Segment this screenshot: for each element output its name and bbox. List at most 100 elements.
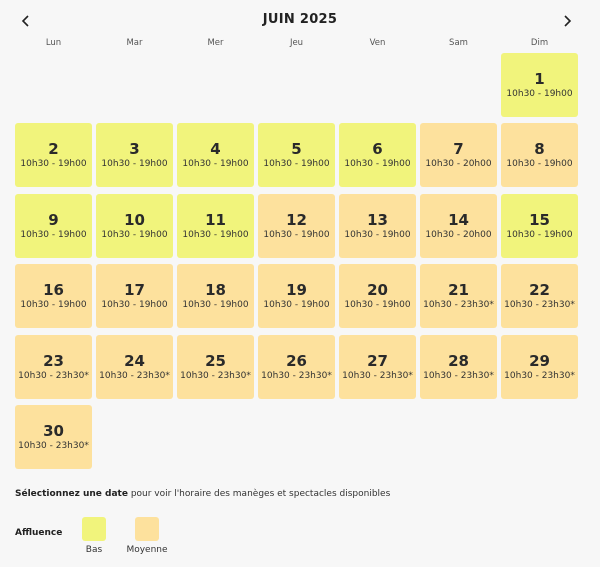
opening-hours: 10h30 - 23h30* <box>180 370 251 381</box>
weekday-label: Dim <box>530 38 549 48</box>
opening-hours: 10h30 - 19h00 <box>506 89 573 99</box>
day-number: 2 <box>48 140 59 159</box>
legend-label-medium: Moyenne <box>126 545 168 555</box>
weekday-label: Mer <box>207 38 224 48</box>
opening-hours: 10h30 - 19h00 <box>20 300 87 311</box>
day-number: 7 <box>453 140 464 159</box>
day-number: 21 <box>448 281 469 300</box>
weekday-label: Lun <box>45 38 62 48</box>
opening-hours: 10h30 - 23h30* <box>504 370 575 381</box>
day-number: 14 <box>448 210 469 229</box>
day-cell[interactable]: 30 10h30 - 23h30* <box>15 405 92 469</box>
day-number: 3 <box>129 140 140 159</box>
day-cell[interactable]: 24 10h30 - 23h30* <box>96 334 173 399</box>
opening-hours: 10h30 - 23h30* <box>423 370 494 381</box>
day-number: 15 <box>529 210 550 229</box>
opening-hours: 10h30 - 23h30* <box>261 370 332 381</box>
day-number: 30 <box>43 422 64 440</box>
opening-hours: 10h30 - 23h30* <box>99 370 170 381</box>
day-cell[interactable]: 17 10h30 - 19h00 <box>96 264 173 329</box>
chevron-left-icon <box>21 15 29 27</box>
day-number: 6 <box>372 140 383 159</box>
opening-hours: 10h30 - 19h00 <box>344 300 411 311</box>
opening-hours: 10h30 - 23h30* <box>18 370 89 381</box>
day-cell[interactable]: 15 10h30 - 19h00 <box>501 193 578 258</box>
day-number: 12 <box>286 210 307 229</box>
day-number: 5 <box>291 140 302 159</box>
day-number: 17 <box>124 281 145 300</box>
opening-hours: 10h30 - 19h00 <box>20 229 87 240</box>
day-cell[interactable]: 22 10h30 - 23h30* <box>501 264 578 329</box>
legend-title: Affluence <box>15 528 63 538</box>
day-number: 18 <box>205 281 226 300</box>
opening-hours: 10h30 - 23h30* <box>18 441 89 451</box>
day-number: 28 <box>448 351 469 370</box>
day-number: 20 <box>367 281 388 300</box>
opening-hours: 10h30 - 19h00 <box>182 159 249 170</box>
opening-hours: 10h30 - 20h00 <box>425 159 492 170</box>
day-number: 8 <box>534 140 545 159</box>
day-cell[interactable]: 19 10h30 - 19h00 <box>258 264 335 329</box>
instruction-bold: Sélectionnez une date <box>15 489 128 499</box>
day-number: 19 <box>286 281 307 300</box>
day-cell[interactable]: 16 10h30 - 19h00 <box>15 264 92 329</box>
day-cell[interactable]: 3 10h30 - 19h00 <box>96 123 173 188</box>
day-cell[interactable]: 6 10h30 - 19h00 <box>339 123 416 188</box>
opening-hours: 10h30 - 19h00 <box>101 229 168 240</box>
opening-hours: 10h30 - 23h30* <box>423 300 494 311</box>
day-cell[interactable]: 21 10h30 - 23h30* <box>420 264 497 329</box>
day-cell[interactable]: 12 10h30 - 19h00 <box>258 193 335 258</box>
day-number: 10 <box>124 210 145 229</box>
day-cell[interactable]: 5 10h30 - 19h00 <box>258 123 335 188</box>
day-number: 16 <box>43 281 64 300</box>
day-cell[interactable]: 29 10h30 - 23h30* <box>501 334 578 399</box>
day-cell[interactable]: 8 10h30 - 19h00 <box>501 123 578 188</box>
legend-swatch-medium <box>135 517 159 541</box>
day-number: 22 <box>529 281 550 300</box>
day-cell[interactable]: 1 10h30 - 19h00 <box>501 53 578 117</box>
opening-hours: 10h30 - 23h30* <box>504 300 575 311</box>
day-number: 27 <box>367 351 388 370</box>
legend-swatch-low <box>82 517 106 541</box>
legend-label-low: Bas <box>85 545 103 555</box>
opening-hours: 10h30 - 19h00 <box>263 159 330 170</box>
opening-hours: 10h30 - 19h00 <box>263 300 330 311</box>
day-cell[interactable]: 14 10h30 - 20h00 <box>420 193 497 258</box>
calendar-header: JUIN 2025 <box>0 10 600 32</box>
weekday-label: Jeu <box>289 38 304 48</box>
weekday-label: Mar <box>126 38 143 48</box>
day-cell[interactable]: 18 10h30 - 19h00 <box>177 264 254 329</box>
opening-hours: 10h30 - 19h00 <box>506 159 573 170</box>
month-title: JUIN 2025 <box>262 12 338 27</box>
weekday-label: Sam <box>449 38 468 48</box>
day-cell[interactable]: 13 10h30 - 19h00 <box>339 193 416 258</box>
day-cell[interactable]: 10 10h30 - 19h00 <box>96 193 173 258</box>
day-cell[interactable]: 7 10h30 - 20h00 <box>420 123 497 188</box>
day-cell[interactable]: 26 10h30 - 23h30* <box>258 334 335 399</box>
opening-hours: 10h30 - 20h00 <box>425 229 492 240</box>
day-cell[interactable]: 28 10h30 - 23h30* <box>420 334 497 399</box>
previous-month-button[interactable] <box>15 10 37 32</box>
day-cell[interactable]: 23 10h30 - 23h30* <box>15 334 92 399</box>
day-cell[interactable]: 25 10h30 - 23h30* <box>177 334 254 399</box>
next-month-button[interactable] <box>556 10 578 32</box>
opening-hours: 10h30 - 19h00 <box>344 229 411 240</box>
day-number: 13 <box>367 210 388 229</box>
weekday-label: Ven <box>369 38 386 48</box>
day-cell[interactable]: 2 10h30 - 19h00 <box>15 123 92 188</box>
opening-hours: 10h30 - 19h00 <box>182 229 249 240</box>
day-cell[interactable]: 11 10h30 - 19h00 <box>177 193 254 258</box>
day-cell[interactable]: 27 10h30 - 23h30* <box>339 334 416 399</box>
instruction-rest: pour voir l'horaire des manèges et spect… <box>127 489 391 499</box>
day-number: 1 <box>534 70 545 88</box>
weekday-header: Lun Mar Mer Jeu Ven Sam Dim <box>15 38 585 52</box>
instruction-text: Sélectionnez une date pour voir l'horair… <box>15 489 390 499</box>
day-cell[interactable]: 20 10h30 - 19h00 <box>339 264 416 329</box>
opening-hours: 10h30 - 19h00 <box>101 159 168 170</box>
opening-hours: 10h30 - 19h00 <box>344 159 411 170</box>
opening-hours: 10h30 - 19h00 <box>20 159 87 170</box>
day-cell[interactable]: 9 10h30 - 19h00 <box>15 193 92 258</box>
day-number: 29 <box>529 351 550 370</box>
day-cell[interactable]: 4 10h30 - 19h00 <box>177 123 254 188</box>
opening-hours: 10h30 - 19h00 <box>263 229 330 240</box>
